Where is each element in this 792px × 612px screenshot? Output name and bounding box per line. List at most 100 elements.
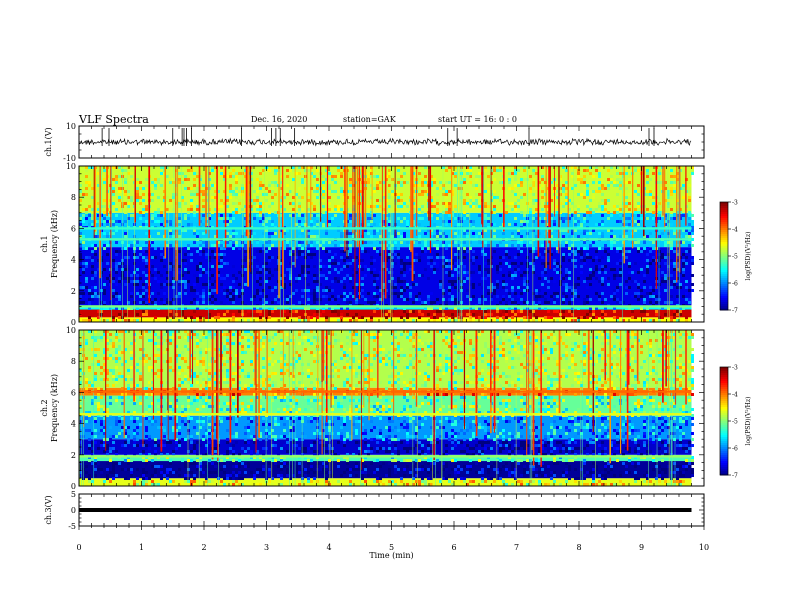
spectrogram-cell [625,223,628,226]
spectrogram-cell [181,259,184,262]
spectrogram-cell [562,298,565,301]
spectrogram-cell [604,208,607,211]
spectrogram-cell [484,307,487,310]
spectrogram-cell [268,235,271,238]
spectrogram-cell [493,250,496,253]
spectrogram-cell [433,262,436,265]
spectrogram-cell [202,330,205,333]
spectrogram-cell [496,336,499,339]
spectrogram-cell [499,345,502,348]
spectrogram-cell [286,256,289,259]
spectrogram-cell [421,181,424,184]
spectrogram-cell [211,169,214,172]
spectrogram-cell [397,199,400,202]
spectrogram-cell [85,319,88,322]
spectrogram-cell [103,283,106,286]
spectrogram-cell [220,247,223,250]
spectrogram-cell [97,184,100,187]
spectrogram-cell [313,289,316,292]
spectrogram-cell [259,313,262,316]
spectrogram-cell [496,319,499,322]
spectrogram-cell [427,262,430,265]
spectrogram-cell [439,307,442,310]
spectrogram-cell [157,342,160,345]
date-label: Dec. 16, 2020 [251,115,308,124]
spectrogram-cell [388,214,391,217]
spectrogram-cell [349,220,352,223]
spectrogram-cell [175,313,178,316]
spectrogram-cell [490,313,493,316]
spectrogram-cell [88,298,91,301]
spectrogram-cell [121,351,124,354]
spectrogram-cell [232,265,235,268]
spectrogram-cell [298,241,301,244]
spectrogram-cell [262,244,265,247]
spectrogram-cell [634,333,637,336]
spectrogram-cell [505,357,508,360]
spectrogram-cell [514,292,517,295]
spectrogram-cell [571,166,574,169]
spectrogram-cell [505,307,508,310]
spectrogram-cell [199,265,202,268]
spectrogram-cell [586,169,589,172]
spectrogram-cell [295,351,298,354]
spectrogram-cell [508,265,511,268]
spectrogram-cell [292,319,295,322]
spectrogram-cell [427,354,430,357]
spectrogram-cell [163,292,166,295]
spectrogram-cell [493,235,496,238]
spectrogram-cell [643,250,646,253]
spectrogram-cell [328,184,331,187]
spectrogram-cell [463,268,466,271]
spectrogram-cell [103,199,106,202]
spectrogram-cell [649,232,652,235]
spectrogram-cell [355,214,358,217]
spectrogram-cell [349,250,352,253]
spectrogram-cell [442,232,445,235]
spectrogram-cell [202,190,205,193]
spectrogram-cell [232,342,235,345]
spectrogram-cell [379,247,382,250]
spectrogram-cell [190,187,193,190]
spectrogram-cell [301,229,304,232]
spectrogram-cell [619,259,622,262]
spectrogram-cell [412,357,415,360]
spectrogram-cell [256,196,259,199]
spectrogram-cell [523,217,526,220]
spectrogram-cell [184,283,187,286]
spectrogram-cell [250,214,253,217]
spectrogram-cell [517,232,520,235]
spectrogram-cell [439,235,442,238]
spectrogram-cell [355,298,358,301]
spectrogram-cell [538,181,541,184]
spectrogram-cell [142,357,145,360]
spectrogram-cell [145,301,148,304]
spectrogram-cell [244,259,247,262]
spectrogram-cell [541,295,544,298]
spectrogram-cell [337,313,340,316]
spectrogram-cell [196,175,199,178]
spectrogram-cell [157,220,160,223]
spectrogram-cell [373,333,376,336]
spectrogram-cell [457,277,460,280]
spectrogram-cell [592,313,595,316]
spectrogram-cell [367,241,370,244]
spectrogram-cell [262,265,265,268]
spectrogram-cell [664,181,667,184]
spectrogram-cell [487,202,490,205]
spectrogram-cell [400,348,403,351]
spectrogram-cell [283,298,286,301]
spectrogram-cell [217,190,220,193]
spectrogram-cell [178,271,181,274]
spectrogram-cell [214,190,217,193]
spectrogram-cell [151,181,154,184]
spectrogram-cell [451,172,454,175]
spectrogram-cell [112,187,115,190]
spectrogram-cell [406,256,409,259]
spectrogram-cell [649,250,652,253]
spectrogram-cell [667,220,670,223]
spectrogram-cell [103,259,106,262]
spectrogram-cell [397,348,400,351]
spectrogram-cell [625,280,628,283]
spectrogram-cell [160,166,163,169]
